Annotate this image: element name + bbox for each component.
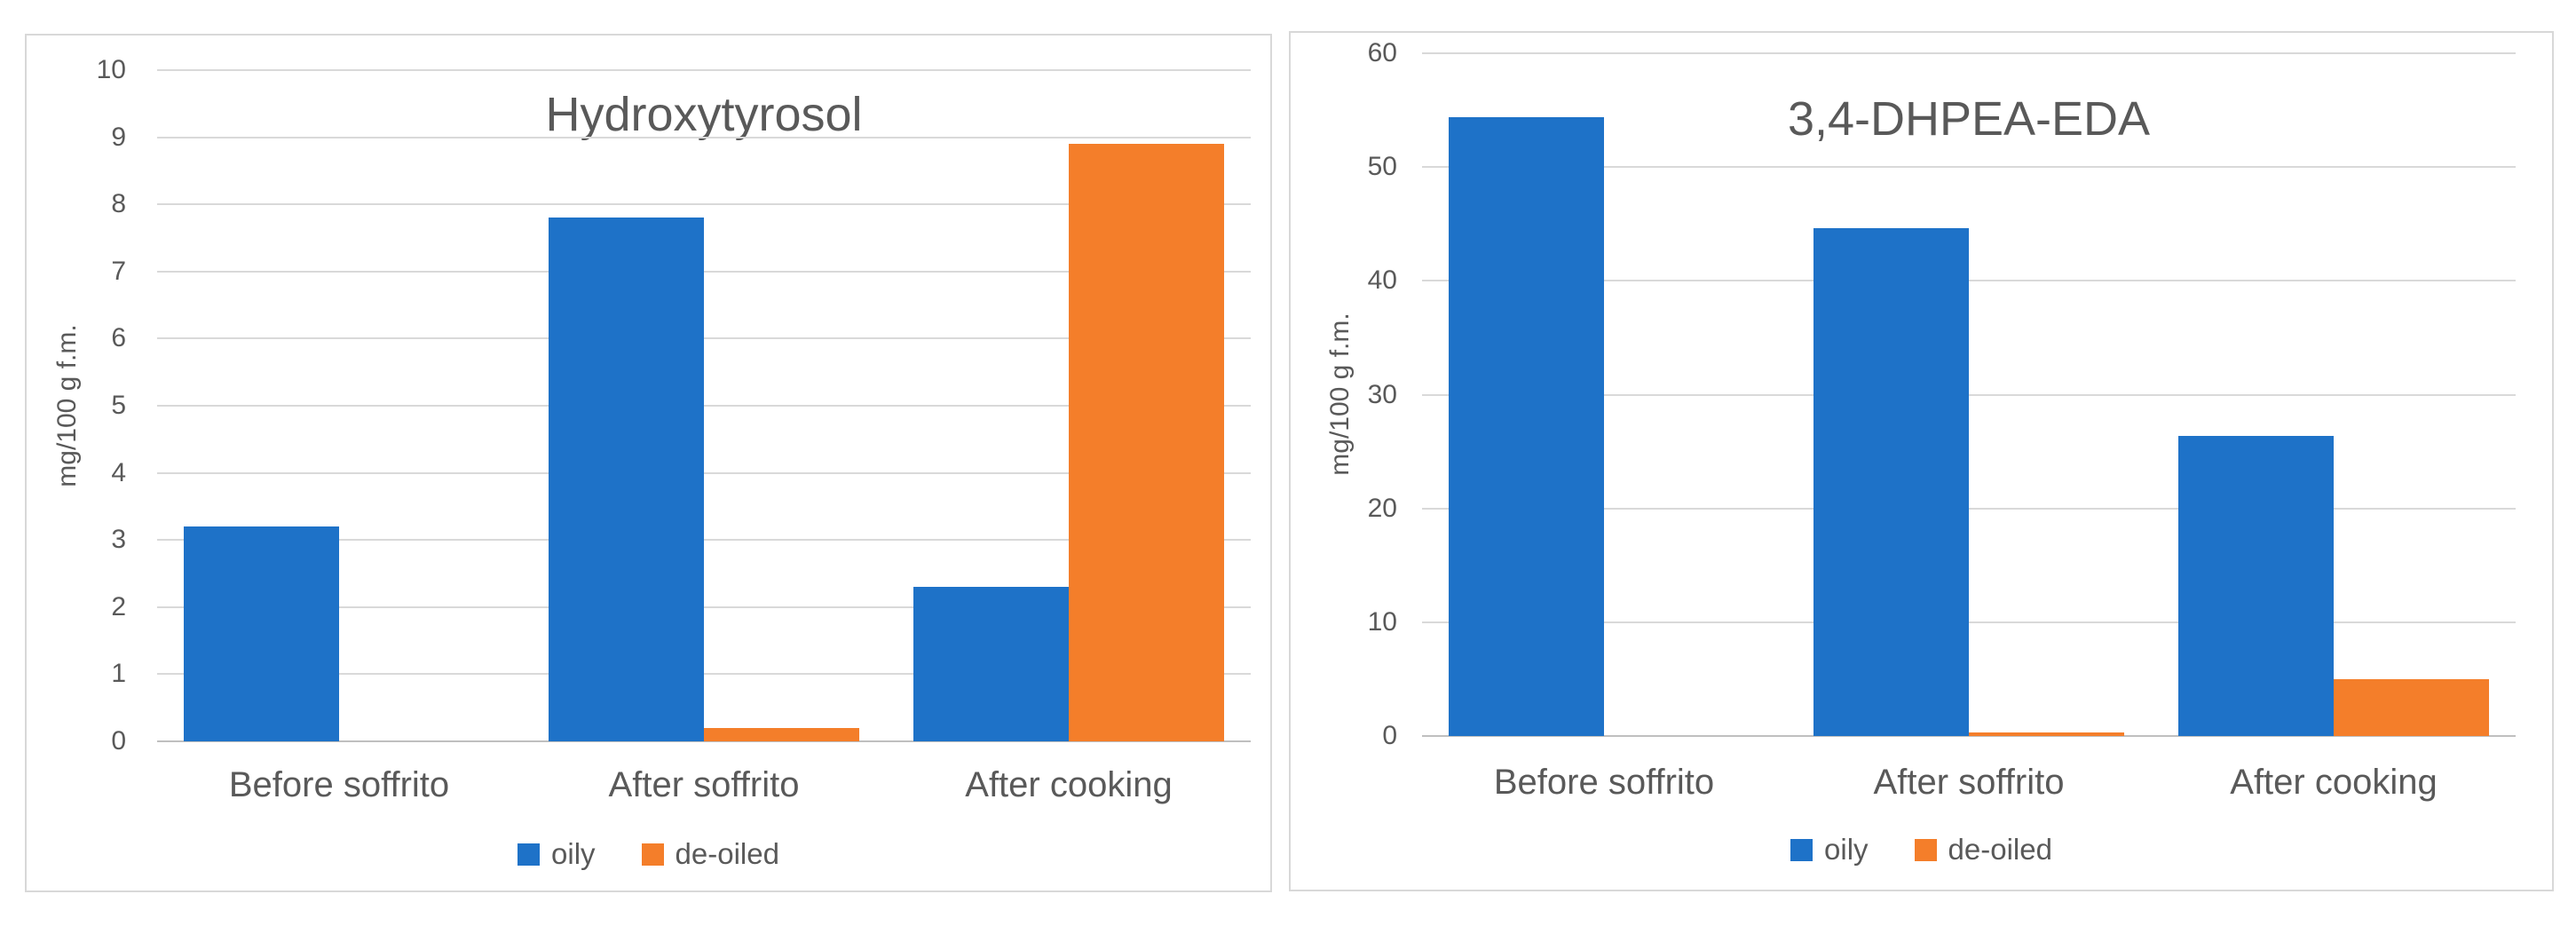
y-tick-label: 60 bbox=[1367, 38, 1397, 67]
chart-title: 3,4-DHPEA-EDA bbox=[1787, 92, 2151, 146]
x-tick-label-after-soffrito: After soffrito bbox=[1873, 763, 2065, 802]
gridline bbox=[157, 539, 1251, 542]
chart-panel-dhpea-eda: 3,4-DHPEA-EDA mg/100 g f.m. 0 10 20 30 40 50 6… bbox=[1289, 31, 2554, 891]
bar-oily-after-cooking bbox=[2178, 436, 2334, 736]
y-tick-label: 40 bbox=[1367, 265, 1397, 296]
bar-de-oiled-after-cooking bbox=[2334, 679, 2489, 736]
gridline bbox=[157, 337, 1251, 340]
bar-de-oiled-after-cooking bbox=[1069, 144, 1224, 741]
legend-swatch-icon bbox=[641, 843, 664, 866]
y-tick-label: 5 bbox=[111, 391, 126, 420]
y-tick-label: 10 bbox=[96, 55, 126, 84]
bar-de-oiled-after-soffrito bbox=[1969, 732, 2124, 736]
legend-item-oily: oily bbox=[518, 837, 596, 871]
bar-oily-after-cooking bbox=[913, 587, 1069, 741]
gridline bbox=[1422, 166, 2516, 169]
legend-label: de-oiled bbox=[675, 837, 779, 870]
legend-label: de-oiled bbox=[1948, 833, 2052, 866]
y-tick-label: 50 bbox=[1367, 152, 1397, 182]
y-tick-label: 6 bbox=[111, 323, 126, 353]
bar-oily-before-soffrito bbox=[1449, 117, 1604, 736]
legend-item-de-oiled: de-oiled bbox=[1914, 833, 2052, 867]
gridline bbox=[1422, 52, 2516, 54]
gridline bbox=[157, 471, 1251, 474]
gridline bbox=[157, 69, 1251, 71]
legend: oily de-oiled bbox=[27, 837, 1270, 871]
legend: oily de-oiled bbox=[1291, 833, 2552, 867]
y-tick-label: 10 bbox=[1367, 606, 1397, 637]
gridline bbox=[1422, 280, 2516, 282]
legend-swatch-icon bbox=[1914, 838, 1937, 861]
legend-label: oily bbox=[1824, 833, 1869, 866]
y-tick-label: 3 bbox=[111, 525, 126, 555]
gridline bbox=[157, 673, 1251, 676]
y-tick-label: 2 bbox=[111, 591, 126, 621]
x-tick-label-before-soffrito: Before soffrito bbox=[228, 765, 450, 804]
y-tick-label: 30 bbox=[1367, 379, 1397, 409]
gridline bbox=[157, 136, 1251, 139]
legend-swatch-icon bbox=[518, 843, 541, 866]
y-tick-label: 9 bbox=[111, 122, 126, 152]
legend-item-de-oiled: de-oiled bbox=[641, 837, 779, 871]
bar-oily-before-soffrito bbox=[184, 526, 339, 741]
gridline bbox=[157, 605, 1251, 608]
bar-oily-after-soffrito bbox=[549, 218, 704, 741]
x-axis-line bbox=[157, 740, 1251, 742]
y-tick-label: 7 bbox=[111, 256, 126, 286]
gridline bbox=[157, 203, 1251, 206]
legend-label: oily bbox=[551, 837, 596, 870]
legend-item-oily: oily bbox=[1790, 833, 1869, 867]
legend-swatch-icon bbox=[1790, 838, 1813, 861]
chart-title: Hydroxytyrosol bbox=[545, 88, 863, 141]
y-tick-label: 20 bbox=[1367, 493, 1397, 523]
x-tick-label-after-cooking: After cooking bbox=[2230, 763, 2438, 802]
y-tick-label: 8 bbox=[111, 189, 126, 219]
bar-de-oiled-after-soffrito bbox=[704, 728, 859, 741]
gridline bbox=[1422, 621, 2516, 623]
y-tick-label: 4 bbox=[111, 457, 126, 487]
y-tick-label: 1 bbox=[111, 659, 126, 689]
bar-oily-after-soffrito bbox=[1813, 228, 1969, 736]
gridline bbox=[157, 270, 1251, 273]
y-tick-label: 0 bbox=[1382, 721, 1397, 750]
x-tick-label-before-soffrito: Before soffrito bbox=[1493, 763, 1715, 802]
gridline bbox=[1422, 393, 2516, 396]
x-axis-line bbox=[1422, 735, 2516, 737]
gridline bbox=[157, 405, 1251, 407]
x-tick-label-after-cooking: After cooking bbox=[965, 765, 1173, 804]
gridline bbox=[1422, 507, 2516, 510]
y-tick-label: 0 bbox=[111, 726, 126, 756]
x-tick-label-after-soffrito: After soffrito bbox=[608, 765, 800, 804]
